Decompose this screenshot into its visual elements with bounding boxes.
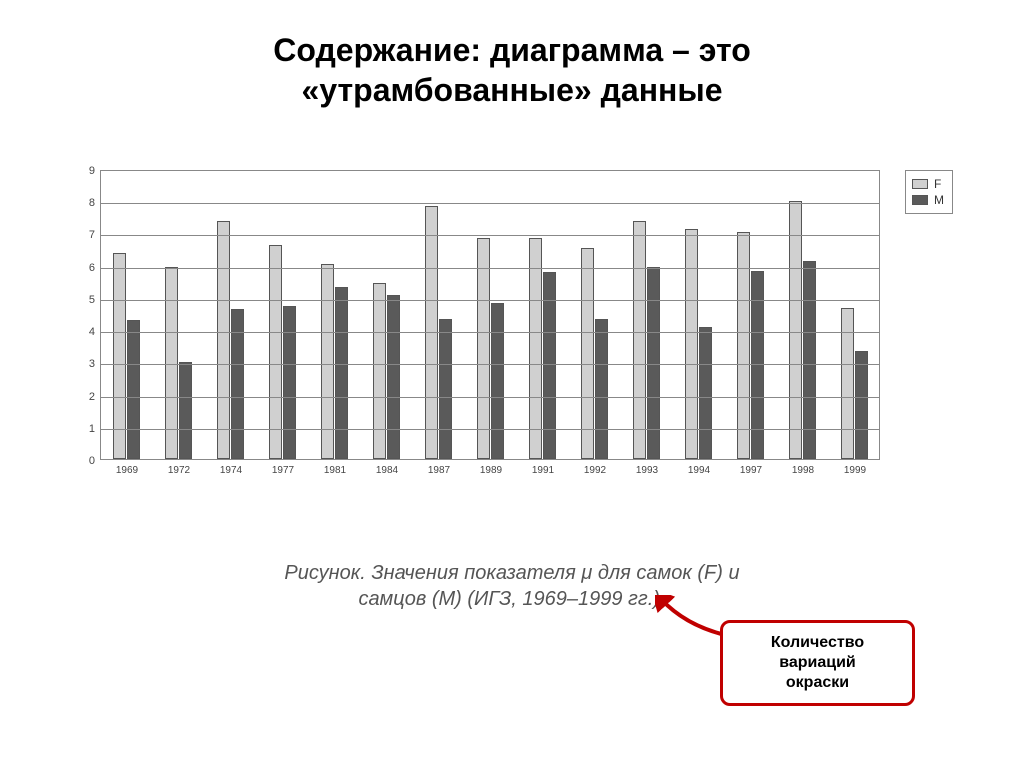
y-axis-tick: 6	[89, 262, 95, 274]
caption-line-2: самцов (M) (ИГЗ, 1969–1999 гг.).	[358, 588, 665, 610]
title-line-2: «утрамбованные» данные	[302, 72, 723, 108]
bar-F	[685, 229, 698, 459]
gridline	[101, 364, 879, 365]
gridline	[101, 332, 879, 333]
gridline	[101, 300, 879, 301]
gridline	[101, 268, 879, 269]
x-axis-tick: 1977	[272, 465, 294, 476]
bar-F	[633, 221, 646, 459]
gridline	[101, 235, 879, 236]
legend-swatch	[912, 179, 928, 189]
bar-M	[387, 295, 400, 459]
bar-M	[179, 362, 192, 459]
y-axis-tick: 4	[89, 326, 95, 338]
chart-container: 0123456789196919721974197719811984198719…	[70, 170, 970, 500]
bar-F	[841, 308, 854, 459]
x-axis-tick: 1991	[532, 465, 554, 476]
bar-M	[855, 351, 868, 459]
bar-F	[269, 245, 282, 459]
bar-M	[335, 287, 348, 459]
bar-M	[699, 327, 712, 459]
y-axis-tick: 3	[89, 358, 95, 370]
y-axis-tick: 7	[89, 229, 95, 241]
x-axis-tick: 1987	[428, 465, 450, 476]
y-axis-tick: 8	[89, 197, 95, 209]
y-axis-tick: 0	[89, 455, 95, 467]
bar-M	[127, 320, 140, 459]
bar-M	[283, 306, 296, 459]
caption-line-1: Рисунок. Значения показателя μ для самок…	[284, 562, 739, 584]
legend-item: M	[912, 193, 944, 207]
title-line-1: Содержание: диаграмма – это	[273, 32, 750, 68]
chart-legend: FM	[905, 170, 953, 214]
bar-F	[737, 232, 750, 459]
x-axis-tick: 1972	[168, 465, 190, 476]
bar-F	[373, 283, 386, 459]
x-axis-tick: 1981	[324, 465, 346, 476]
x-axis-tick: 1984	[376, 465, 398, 476]
bar-M	[595, 319, 608, 459]
x-axis-tick: 1997	[740, 465, 762, 476]
x-axis-tick: 1974	[220, 465, 242, 476]
x-axis-tick: 1998	[792, 465, 814, 476]
callout-line-1: Количество	[771, 634, 864, 651]
x-axis-tick: 1969	[116, 465, 138, 476]
bar-F	[217, 221, 230, 459]
gridline	[101, 203, 879, 204]
y-axis-tick: 1	[89, 423, 95, 435]
bar-F	[789, 201, 802, 459]
callout-box: Количество вариаций окраски	[720, 620, 915, 706]
chart-plot-area: 0123456789196919721974197719811984198719…	[100, 170, 880, 460]
y-axis-tick: 9	[89, 165, 95, 177]
x-axis-tick: 1999	[844, 465, 866, 476]
figure-caption: Рисунок. Значения показателя μ для самок…	[0, 560, 1024, 612]
x-axis-tick: 1989	[480, 465, 502, 476]
legend-item: F	[912, 177, 944, 191]
callout-line-2: вариаций	[779, 654, 856, 671]
bar-F	[529, 238, 542, 459]
gridline	[101, 429, 879, 430]
bar-F	[477, 238, 490, 459]
bar-M	[439, 319, 452, 459]
chart-bars-layer	[101, 171, 879, 459]
x-axis-tick: 1992	[584, 465, 606, 476]
gridline	[101, 397, 879, 398]
bar-F	[581, 248, 594, 459]
callout-line-3: окраски	[786, 674, 849, 691]
legend-label: M	[934, 193, 944, 207]
y-axis-tick: 2	[89, 391, 95, 403]
legend-label: F	[934, 177, 941, 191]
page-title: Содержание: диаграмма – это «утрамбованн…	[0, 0, 1024, 120]
bar-M	[491, 303, 504, 459]
bar-F	[165, 267, 178, 459]
x-axis-tick: 1994	[688, 465, 710, 476]
y-axis-tick: 5	[89, 294, 95, 306]
legend-swatch	[912, 195, 928, 205]
bar-M	[647, 267, 660, 459]
x-axis-tick: 1993	[636, 465, 658, 476]
